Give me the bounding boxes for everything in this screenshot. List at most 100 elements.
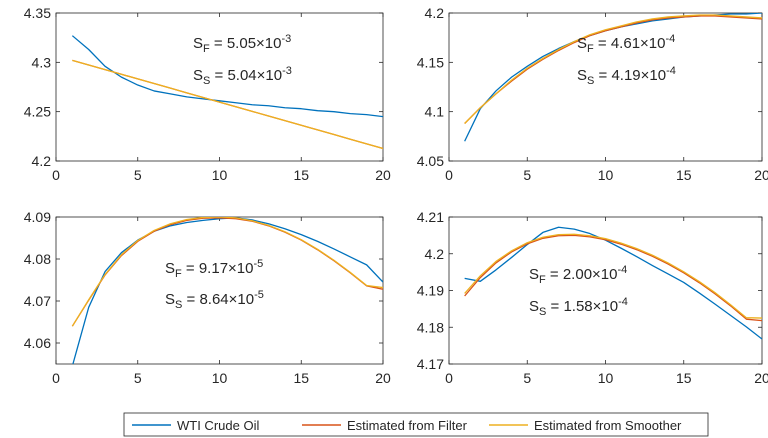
annotation-part: -3 — [282, 33, 292, 45]
x-tick-label: 20 — [754, 370, 768, 386]
annotation-s-smoother: SS = 8.64×10-5 — [165, 289, 264, 311]
annotation-part: -4 — [618, 264, 628, 276]
annotation-part: = 4.19 — [594, 67, 640, 84]
legend-label: Estimated from Filter — [347, 418, 468, 433]
x-tick-label: 0 — [52, 167, 60, 183]
y-tick-label: 4.05 — [417, 153, 444, 169]
axes-box — [55, 12, 384, 162]
series-line-estimated-from-filter — [464, 234, 762, 322]
annotation-part: ×10 — [592, 266, 617, 283]
annotation-part: -5 — [254, 258, 264, 270]
subplot-top-right: 0 5 10 15 204.054.14.154.2SF = 4.61×10-4SS =… — [417, 5, 768, 183]
y-tick-label: 4.17 — [417, 356, 444, 372]
annotation-part: = 5.04 — [210, 67, 256, 84]
axes-box — [55, 216, 384, 365]
series-line-wti-crude-oil — [71, 35, 383, 118]
annotation-part: = 4.61 — [594, 35, 640, 52]
annotation-part: -5 — [254, 289, 264, 301]
annotation-s-filter: SF = 2.00×10-4 — [529, 264, 627, 286]
x-tick-label: 10 — [212, 370, 228, 386]
x-tick-label: 10 — [598, 167, 614, 183]
y-tick-label: 4.06 — [24, 335, 51, 351]
annotation-part: S — [175, 299, 182, 311]
annotation-part: -4 — [666, 65, 676, 77]
annotation-part: ×10 — [256, 35, 281, 52]
annotation-part: -4 — [666, 33, 676, 45]
annotation-part: S — [539, 306, 546, 318]
annotation-s-filter: SF = 5.05×10-3 — [193, 33, 291, 55]
x-tick-label: 20 — [375, 370, 391, 386]
annotation-part: F — [203, 43, 210, 55]
annotation-part: = 2.00 — [546, 266, 592, 283]
y-tick-label: 4.19 — [417, 283, 444, 299]
legend: WTI Crude Oil Estimated from Filter Estima… — [123, 412, 709, 437]
annotation-s-filter: SF = 9.17×10-5 — [165, 258, 263, 280]
y-tick-label: 4.25 — [24, 104, 51, 120]
annotation-part: S — [193, 35, 203, 52]
y-tick-label: 4.09 — [24, 209, 51, 225]
annotation-part: S — [165, 291, 175, 308]
x-tick-label: 0 — [52, 370, 60, 386]
annotation-part: = 9.17 — [182, 260, 228, 277]
annotation-part: ×10 — [593, 298, 618, 315]
annotation-s-smoother: SS = 5.04×10-3 — [193, 65, 292, 87]
annotation-part: S — [529, 298, 539, 315]
legend-label: Estimated from Smoother — [534, 418, 682, 433]
annotation-s-filter: SF = 4.61×10-4 — [577, 33, 675, 55]
series-line-estimated-from-smoother — [71, 217, 383, 327]
annotation-part: S — [529, 266, 539, 283]
x-tick-label: 10 — [212, 167, 228, 183]
x-tick-label: 5 — [134, 167, 142, 183]
x-tick-label: 20 — [754, 167, 768, 183]
annotation-part: F — [539, 274, 546, 286]
annotation-s-smoother: SS = 1.58×10-4 — [529, 296, 628, 318]
annotation-part: ×10 — [228, 260, 253, 277]
annotation-part: S — [203, 75, 210, 87]
y-tick-label: 4.2 — [425, 246, 445, 262]
annotation-part: S — [587, 75, 594, 87]
annotation-part: ×10 — [640, 35, 665, 52]
x-tick-label: 5 — [523, 167, 531, 183]
y-tick-label: 4.18 — [417, 319, 444, 335]
legend-box — [123, 412, 709, 437]
series-line-estimated-from-smoother — [72, 59, 383, 150]
annotation-s-smoother: SS = 4.19×10-4 — [577, 65, 676, 87]
annotation-part: F — [587, 43, 594, 55]
x-tick-label: 15 — [676, 167, 692, 183]
x-tick-label: 15 — [293, 167, 309, 183]
series-line-wti-crude-oil — [464, 226, 762, 340]
annotation-part: ×10 — [641, 67, 666, 84]
x-tick-label: 5 — [523, 370, 531, 386]
annotation-part: S — [165, 260, 175, 277]
annotation-part: ×10 — [257, 67, 282, 84]
annotation-part: S — [577, 67, 587, 84]
annotation-part: ×10 — [229, 291, 254, 308]
annotation-part: F — [175, 268, 182, 280]
annotation-part: = 1.58 — [546, 298, 592, 315]
y-tick-label: 4.07 — [24, 293, 51, 309]
annotation-part: S — [577, 35, 587, 52]
y-tick-label: 4.2 — [425, 5, 445, 21]
y-tick-label: 4.35 — [24, 5, 51, 21]
annotation-part: S — [193, 67, 203, 84]
x-tick-label: 20 — [375, 167, 391, 183]
x-tick-label: 0 — [445, 167, 453, 183]
x-tick-label: 0 — [445, 370, 453, 386]
x-tick-label: 10 — [598, 370, 614, 386]
annotation-part: -4 — [618, 296, 628, 308]
series-line-estimated-from-filter — [464, 15, 762, 124]
x-tick-label: 5 — [134, 370, 142, 386]
y-tick-label: 4.21 — [417, 209, 444, 225]
series-line-estimated-from-smoother — [464, 233, 762, 319]
annotation-part: = 8.64 — [182, 291, 228, 308]
annotation-part: -3 — [282, 65, 292, 77]
y-tick-label: 4.15 — [417, 54, 444, 70]
x-tick-label: 15 — [676, 370, 692, 386]
legend-label: WTI Crude Oil — [177, 418, 259, 433]
series-line-estimated-from-smoother — [464, 14, 762, 124]
y-tick-label: 4.1 — [425, 104, 445, 120]
